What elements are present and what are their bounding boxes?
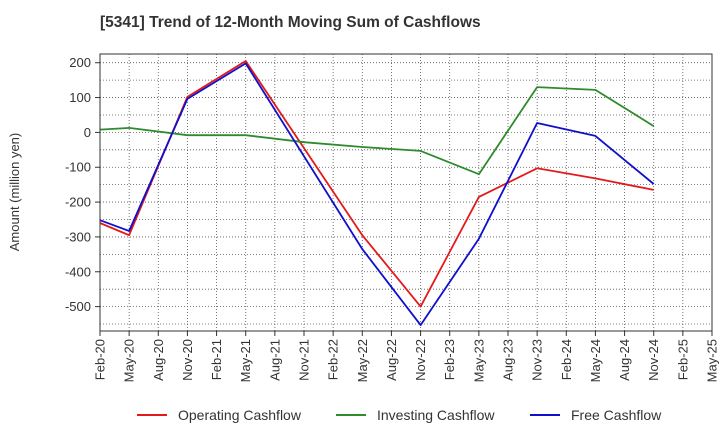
plot-frame <box>99 53 713 332</box>
x-tick-label: Aug-23 <box>501 339 516 381</box>
x-tick-label: Nov-24 <box>646 339 661 381</box>
y-tick-label: 200 <box>69 55 91 70</box>
y-axis: 200 100 0 -100 -200 -300 -400 -500 <box>65 55 100 314</box>
chart-title: [5341] Trend of 12-Month Moving Sum of C… <box>100 14 481 31</box>
grid <box>99 54 713 331</box>
legend-label: Operating Cashflow <box>178 407 302 423</box>
x-tick-label: May-23 <box>471 339 486 382</box>
x-tick-label: Aug-24 <box>617 339 632 381</box>
x-tick-label: Feb-20 <box>93 339 108 380</box>
series-lines <box>99 60 655 327</box>
x-tick-label: Aug-20 <box>151 339 166 381</box>
legend-label: Free Cashflow <box>571 407 662 423</box>
x-tick-label: Feb-25 <box>675 339 690 380</box>
x-tick-label: Feb-21 <box>209 339 224 380</box>
legend: Operating Cashflow Investing Cashflow Free… <box>137 407 662 423</box>
x-tick-label: May-25 <box>705 339 720 382</box>
x-tick-label: May-24 <box>588 339 603 382</box>
x-tick-label: Nov-22 <box>413 339 428 381</box>
series-line-free-cashflow <box>99 62 655 327</box>
x-tick-label: Feb-22 <box>326 339 341 380</box>
y-tick-label: 100 <box>69 90 91 105</box>
y-tick-label: -300 <box>65 229 91 244</box>
x-tick-label: Aug-22 <box>384 339 399 381</box>
x-tick-label: Aug-21 <box>267 339 282 381</box>
y-axis-label: Amount (million yen) <box>7 133 22 252</box>
y-tick-label: -500 <box>65 299 91 314</box>
x-tick-label: Feb-23 <box>442 339 457 380</box>
y-tick-label: -200 <box>65 195 91 210</box>
y-tick-label: 0 <box>84 125 91 140</box>
legend-label: Investing Cashflow <box>377 407 495 423</box>
series-line-investing-cashflow <box>99 86 655 176</box>
x-tick-label: Nov-20 <box>180 339 195 381</box>
x-tick-label: Nov-21 <box>297 339 312 381</box>
x-tick-label: Nov-23 <box>530 339 545 381</box>
y-tick-label: -400 <box>65 264 91 279</box>
x-tick-label: May-20 <box>122 339 137 382</box>
x-tick-label: May-22 <box>355 339 370 382</box>
x-axis: Feb-20 May-20 Aug-20 Nov-20 Feb-21 May-21 Aug-… <box>93 331 720 382</box>
y-tick-label: -100 <box>65 160 91 175</box>
x-tick-label: Feb-24 <box>559 339 574 380</box>
x-tick-label: May-21 <box>238 339 253 382</box>
